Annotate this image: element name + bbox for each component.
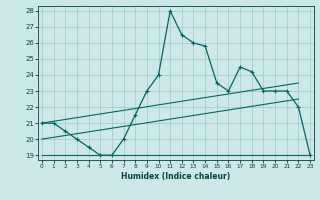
X-axis label: Humidex (Indice chaleur): Humidex (Indice chaleur)	[121, 172, 231, 181]
